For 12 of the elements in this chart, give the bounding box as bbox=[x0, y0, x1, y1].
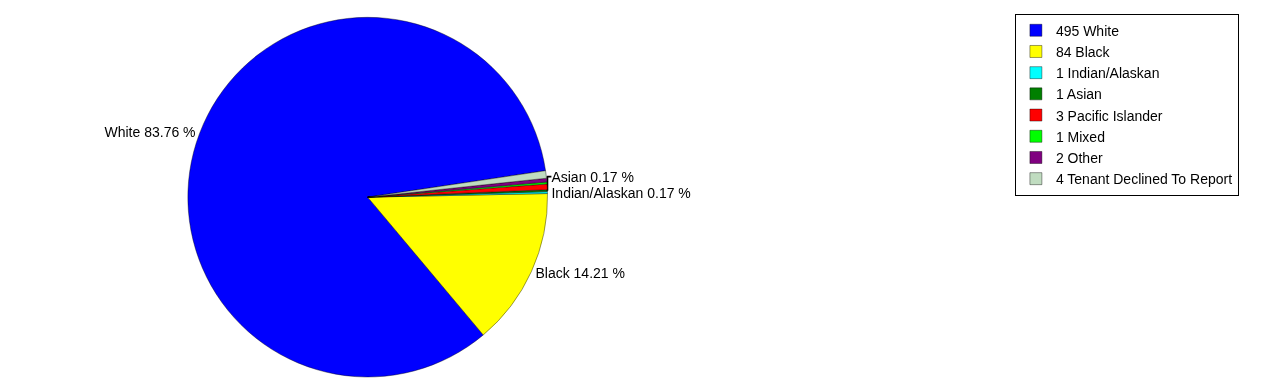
legend-label: 3 Pacific Islander bbox=[1055, 107, 1163, 124]
data-label: Indian/Alaskan 0.17 % bbox=[551, 184, 691, 201]
legend-label: 1 Indian/Alaskan bbox=[1055, 65, 1160, 82]
data-label: White 83.76 % bbox=[104, 124, 196, 141]
legend-label: 84 Black bbox=[1055, 43, 1111, 60]
data-label: Black 14.21 % bbox=[535, 264, 625, 281]
legend-label: 495 White bbox=[1055, 22, 1120, 39]
legend-label: 1 Mixed bbox=[1055, 128, 1105, 145]
legend-label: 4 Tenant Declined To Report bbox=[1055, 171, 1233, 188]
legend-label: 2 Other bbox=[1055, 149, 1103, 166]
legend-label: 1 Asian bbox=[1055, 86, 1102, 103]
data-label: Asian 0.17 % bbox=[551, 168, 634, 185]
